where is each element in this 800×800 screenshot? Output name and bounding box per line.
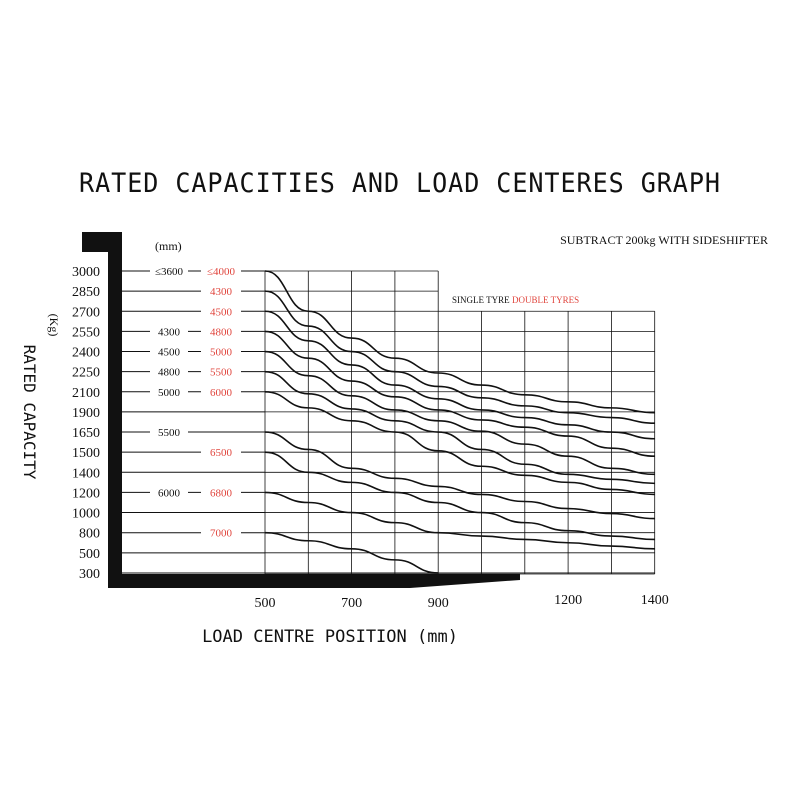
mast-height-single: 5000 [158, 387, 181, 399]
y-tick-label: 2400 [72, 346, 100, 361]
y-tick-label: 300 [79, 567, 100, 582]
legend-single-tyre: SINGLE TYRE [452, 295, 510, 305]
label-backdrop [201, 344, 241, 358]
y-tick-label: 2100 [72, 386, 100, 401]
x-tick-label: 1200 [554, 593, 582, 608]
mast-height-labels: ≤3600 ≤4000 4300 4500 4300 4800 4500 5000 4800 55… [150, 264, 241, 540]
label-backdrop [150, 344, 188, 358]
x-tick-label: 1400 [641, 593, 669, 608]
mast-height-single: 6000 [158, 487, 181, 499]
y-tick-label: 1650 [72, 426, 100, 441]
x-axis-label: LOAD CENTRE POSITION (mm) [202, 627, 458, 647]
capacity-curve [264, 330, 655, 457]
mast-height-double: 5000 [210, 347, 233, 359]
label-backdrop [201, 364, 241, 378]
y-tick-label: 800 [79, 527, 100, 542]
mast-height-single: ≤3600 [155, 266, 184, 278]
capacity-curve [264, 290, 655, 424]
x-tick-label: 700 [341, 596, 362, 611]
mast-height-double: 4800 [210, 326, 233, 338]
y-tick-label: 3000 [72, 265, 100, 280]
y-unit-label: (Kg) [47, 314, 61, 337]
label-backdrop [201, 324, 241, 338]
label-backdrop [150, 384, 188, 398]
capacity-curve [264, 431, 655, 520]
capacity-curve [264, 350, 655, 476]
mast-height-double: 6800 [210, 487, 233, 499]
label-backdrop [150, 324, 188, 338]
capacity-curve [264, 310, 655, 440]
mast-height-single: 5500 [158, 427, 181, 439]
label-backdrop [201, 384, 241, 398]
y-axis-label: RATED CAPACITY [20, 345, 39, 480]
capacity-curve [264, 491, 655, 550]
chart-title: RATED CAPACITIES AND LOAD CENTERES GRAPH [79, 168, 721, 199]
legend-double-tyres: DOUBLE TYRES [512, 295, 579, 305]
grid [122, 270, 656, 575]
mast-height-double: 7000 [210, 528, 233, 540]
mast-height-double: 4300 [210, 286, 233, 298]
label-backdrop [201, 445, 241, 459]
x-tick-labels: 500 700 900 1200 1400 [255, 593, 669, 611]
y-tick-label: 1400 [72, 466, 100, 481]
mast-height-double: 4500 [210, 306, 233, 318]
label-backdrop [150, 485, 188, 499]
label-backdrop [201, 264, 241, 277]
y-tick-label: 1000 [72, 507, 100, 522]
label-backdrop [150, 264, 188, 277]
y-tick-label: 2250 [72, 366, 100, 381]
capacity-curve [264, 270, 655, 414]
y-tick-label: 1900 [72, 406, 100, 421]
capacity-curve [264, 390, 655, 496]
y-tick-label: 500 [79, 547, 100, 562]
y-tick-labels: 3000 2850 2700 2550 2400 2250 2100 1900 1650 1500… [72, 265, 100, 582]
label-backdrop [150, 425, 188, 439]
y-tick-label: 1200 [72, 486, 100, 501]
y-tick-label: 1500 [72, 446, 100, 461]
mast-unit-label: (mm) [155, 239, 182, 253]
mast-height-double: 5500 [210, 367, 233, 379]
x-tick-label: 500 [255, 596, 276, 611]
sideshifter-note: SUBTRACT 200kg WITH SIDESHIFTER [560, 233, 768, 247]
label-backdrop [201, 284, 241, 298]
mast-height-single: 4300 [158, 326, 181, 338]
x-tick-label: 900 [428, 596, 449, 611]
mast-height-double: 6500 [210, 447, 233, 459]
label-backdrop [201, 485, 241, 499]
label-backdrop [150, 364, 188, 378]
label-backdrop [201, 304, 241, 318]
mast-height-single: 4500 [158, 347, 181, 359]
label-backdrop [201, 525, 241, 539]
y-tick-label: 2700 [72, 305, 100, 320]
mast-height-double: ≤4000 [207, 266, 236, 278]
fork-silhouette [82, 232, 520, 588]
y-tick-label: 2850 [72, 285, 100, 300]
mast-height-double: 6000 [210, 387, 233, 399]
capacity-curve [264, 531, 439, 574]
y-tick-label: 2550 [72, 325, 100, 340]
capacity-curves [264, 270, 655, 574]
capacity-curve [264, 370, 655, 485]
mast-height-single: 4800 [158, 367, 181, 379]
capacity-curve [264, 451, 655, 541]
